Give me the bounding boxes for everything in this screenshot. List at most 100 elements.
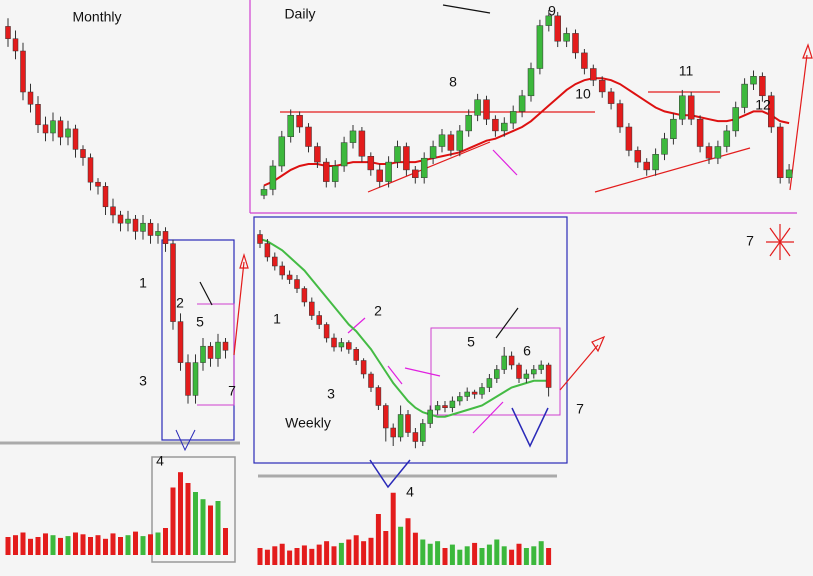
candle-body	[412, 169, 419, 178]
candle-body	[483, 99, 490, 120]
candle-body	[420, 423, 426, 442]
candle-body	[670, 118, 677, 139]
candle-body	[442, 405, 448, 408]
panel-title: Daily	[284, 6, 315, 22]
candle-body	[536, 25, 544, 69]
candle-body	[376, 169, 383, 182]
candle-body	[705, 146, 713, 159]
candle-body	[132, 218, 139, 232]
candle-body	[501, 122, 508, 132]
candle-body	[200, 345, 206, 363]
candle-body	[474, 99, 481, 116]
volume-bar	[338, 542, 344, 565]
volume-bar	[383, 531, 389, 565]
volume-bar	[163, 528, 168, 555]
v-shape	[175, 429, 196, 452]
volume-bar	[427, 543, 433, 565]
volume-bar	[442, 548, 448, 565]
volume-bar	[200, 499, 206, 555]
volume-bar	[346, 539, 352, 565]
candle-body	[486, 378, 493, 388]
candle-body	[316, 315, 322, 325]
candle-body	[447, 134, 455, 151]
volume-bar	[531, 546, 537, 565]
volume-bar	[178, 472, 183, 555]
candle-body	[314, 146, 321, 163]
volume-bar	[223, 528, 228, 555]
candle-body	[207, 345, 214, 359]
volume-bar	[538, 541, 544, 565]
candle-body	[257, 234, 263, 244]
candle-body	[723, 130, 731, 147]
candle-body	[272, 256, 278, 267]
candle-body	[358, 130, 366, 157]
annotation: 3	[327, 386, 335, 402]
candle-body	[5, 26, 11, 39]
volume-bar	[133, 531, 138, 555]
candle-body	[449, 400, 456, 408]
candle-body	[296, 115, 303, 128]
volume-bar	[405, 518, 411, 565]
candle-body	[349, 130, 357, 143]
candle-body	[509, 111, 517, 124]
panel-title: Monthly	[72, 9, 121, 25]
volume-bar	[257, 548, 263, 565]
candle-body	[759, 76, 766, 97]
candle-body	[538, 364, 544, 370]
annotation: 1	[139, 275, 147, 291]
volume-bar	[215, 501, 221, 555]
volume-bar	[43, 533, 48, 555]
candle-body	[661, 138, 668, 155]
volume-bar	[361, 541, 367, 565]
volume-bar	[412, 532, 418, 565]
volume-bar	[65, 536, 71, 555]
candle-body	[222, 341, 229, 351]
candle-body	[434, 405, 441, 411]
candle-body	[125, 218, 131, 224]
volume-bar	[309, 548, 315, 565]
volume-bar	[375, 514, 381, 565]
volume-bar	[501, 546, 507, 565]
candle-body	[42, 124, 49, 134]
volume-bar	[479, 548, 485, 565]
candle-body	[634, 150, 642, 163]
candle-body	[563, 33, 570, 42]
pointer-arrows	[199, 4, 519, 339]
annotation: 6	[523, 343, 531, 359]
annotation: 7	[746, 233, 754, 249]
candle-body	[385, 161, 392, 182]
volume-bar	[185, 483, 191, 555]
candle-body	[545, 15, 553, 26]
volume-bar	[35, 537, 41, 555]
trend-lines	[233, 43, 813, 391]
annotation: 5	[196, 314, 204, 330]
volume-bar	[103, 538, 108, 555]
candle-body	[732, 107, 739, 132]
annotation: 12	[755, 97, 771, 113]
candle-body	[346, 342, 352, 350]
volume-bar	[193, 492, 198, 555]
candle-body	[403, 146, 410, 171]
candle-body	[155, 231, 161, 236]
candle-body	[390, 427, 396, 438]
volume-bar	[118, 537, 123, 555]
volume-bar	[110, 533, 116, 555]
annotation: 9	[548, 3, 556, 19]
annotation: 11	[679, 63, 694, 79]
volume-bar	[472, 542, 478, 565]
candle-body	[492, 118, 499, 132]
candle-body	[494, 369, 500, 379]
candle-body	[679, 95, 686, 120]
candle-body	[456, 130, 464, 151]
candle-body	[572, 33, 579, 54]
volume-bar	[264, 549, 270, 565]
candle-body	[598, 79, 606, 93]
candle-body	[554, 15, 561, 42]
candle-body	[278, 136, 286, 167]
candle-body	[117, 214, 124, 224]
candle-body	[501, 355, 507, 370]
annotation: 1	[273, 311, 281, 327]
candle-body	[279, 265, 285, 276]
candle-body	[147, 222, 154, 236]
